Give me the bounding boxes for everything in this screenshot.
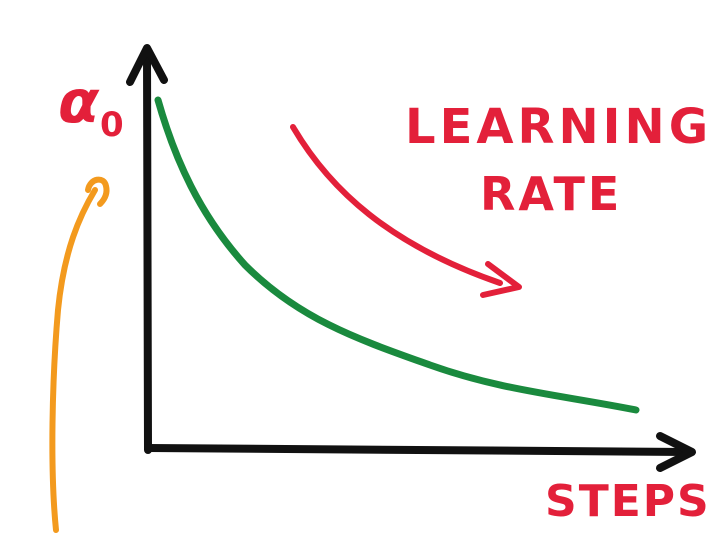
annotation-rate: RATE bbox=[480, 167, 622, 221]
pointer-arrow-icon bbox=[49, 187, 98, 533]
y-axis-arrowhead-icon bbox=[126, 44, 168, 86]
y-axis-symbol: α bbox=[58, 67, 100, 137]
decrease-arrowhead-icon bbox=[480, 261, 522, 298]
annotation-learning: LEARNING bbox=[405, 99, 712, 155]
learning-rate-curve bbox=[154, 96, 640, 414]
y-axis-line bbox=[143, 46, 152, 454]
decrease-arrow-icon bbox=[290, 124, 503, 286]
x-axis-arrowhead-icon bbox=[656, 432, 696, 472]
pointer-arrowhead-icon bbox=[85, 176, 110, 207]
x-axis-line bbox=[144, 444, 692, 456]
x-axis-label: STEPS bbox=[545, 476, 711, 527]
y-axis-subscript: 0 bbox=[100, 105, 124, 145]
